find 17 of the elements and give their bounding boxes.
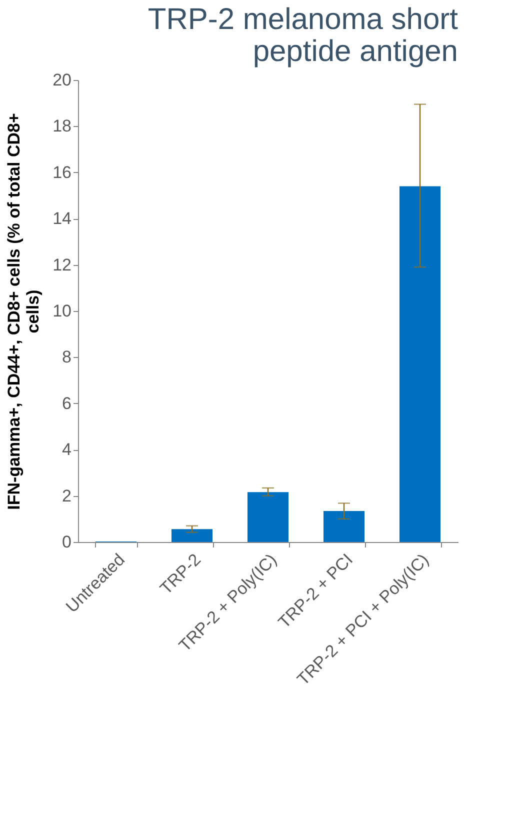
y-tick-label: 4: [62, 440, 72, 460]
bar: [171, 529, 213, 542]
y-axis-title: IFN-gamma+, CD44+, CD8+ cells (% of total CD8+ cells): [4, 113, 43, 510]
y-tick-label: 18: [52, 116, 72, 136]
y-tick-label: 0: [62, 532, 72, 552]
bar: [399, 186, 441, 542]
y-tick-label: 20: [52, 70, 72, 90]
bar: [323, 511, 365, 542]
y-tick-label: 14: [52, 209, 72, 228]
bar: [247, 492, 289, 542]
chart-title: TRP-2 melanoma short peptide antigen: [148, 3, 459, 68]
y-tick-label: 8: [62, 348, 72, 367]
y-tick-label: 16: [52, 162, 72, 182]
y-tick-label: 2: [62, 486, 72, 506]
y-tick-label: 6: [62, 394, 72, 413]
y-tick-label: 12: [52, 255, 72, 274]
y-tick-label: 10: [52, 302, 72, 320]
